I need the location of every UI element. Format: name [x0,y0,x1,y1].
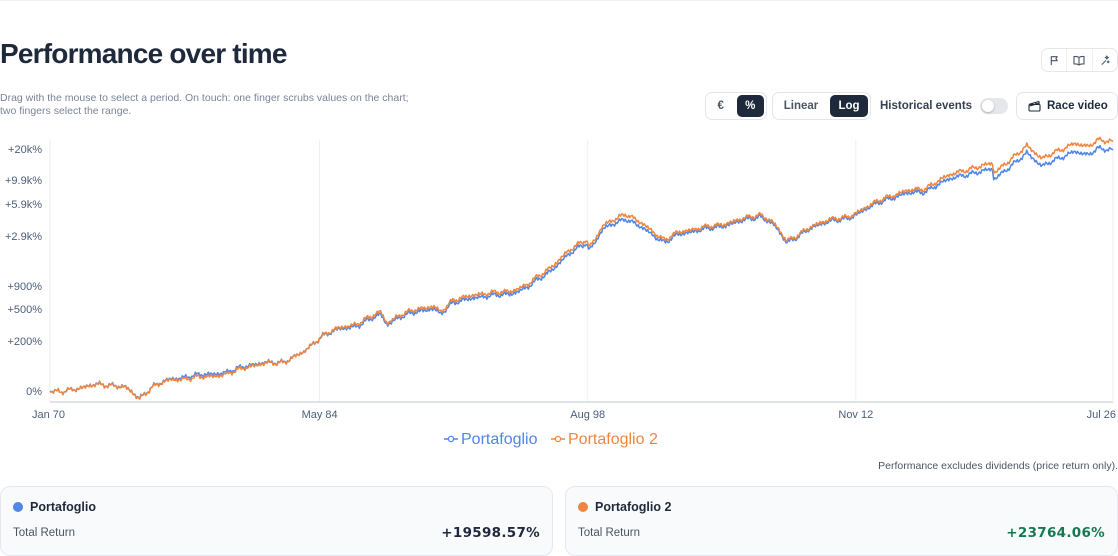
value-mode-toggle: € % [705,92,767,120]
y-tick-label: +900% [7,281,42,293]
race-video-label: Race video [1047,100,1108,112]
series-line-2 [49,136,1114,400]
legend-label[interactable]: Portafoglio [461,431,538,448]
total-return-value: +23764.06% [1006,525,1105,541]
chart-hint: Drag with the mouse to select a period. … [0,92,409,117]
y-tick-label: +200% [7,336,42,348]
toggle-knob [982,100,994,112]
sparkles-icon[interactable] [1091,49,1117,71]
y-tick-label: +20k% [8,144,42,156]
legend-marker-dot [554,435,562,443]
linear-scale-button[interactable]: Linear [783,100,819,112]
total-return-label: Total Return [13,527,76,539]
book-open-icon[interactable] [1066,49,1091,71]
scale-toggle: Linear Log [772,92,871,120]
performance-chart[interactable]: 0% +200% +500% +900% +2.9k% +5.9k% +9.9k% +20k%… [0,136,1118,458]
race-video-button[interactable]: Race video [1016,92,1118,120]
y-tick-label: +5.9k% [5,199,42,211]
legend-label[interactable]: Portafoglio 2 [568,431,658,448]
dividends-note: Performance excludes dividends (price re… [878,460,1118,472]
series-color-dot [578,502,588,512]
x-tick-label: Jul 26 [1087,409,1116,421]
x-tick-label: Jan 70 [32,409,65,421]
summary-card-portafoglio: Portafoglio Total Return +19598.57% [0,486,553,556]
total-return-label: Total Return [578,527,641,539]
log-scale-button[interactable]: Log [830,95,868,117]
page-title: Performance over time [0,38,287,69]
chart-tools-group [1041,48,1118,72]
top-divider [0,0,1118,1]
series-color-dot [13,502,23,512]
historical-events-toggle[interactable] [980,98,1008,114]
euro-mode-button[interactable]: € [717,100,724,112]
percent-mode-button[interactable]: % [736,95,764,117]
y-tick-label: 0% [26,386,42,398]
legend-marker-dot [447,435,455,443]
historical-events-label: Historical events [880,100,973,112]
y-tick-label: +2.9k% [5,231,42,243]
clapperboard-icon [1028,100,1041,112]
y-tick-label: +500% [7,304,42,316]
card-title: Portafoglio [30,500,96,514]
x-tick-label: Nov 12 [838,409,873,421]
series-line-1 [49,144,1114,400]
y-tick-label: +9.9k% [5,175,42,187]
total-return-value: +19598.57% [441,525,540,541]
summary-card-portafoglio-2: Portafoglio 2 Total Return +23764.06% [565,486,1118,556]
flag-icon[interactable] [1042,49,1066,71]
x-tick-label: May 84 [302,409,338,421]
x-tick-label: Aug 98 [570,409,605,421]
card-title: Portafoglio 2 [595,500,672,514]
